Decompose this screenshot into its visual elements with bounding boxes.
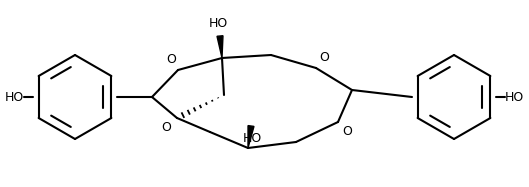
Text: HO: HO — [5, 91, 24, 103]
Text: HO: HO — [505, 91, 524, 103]
Polygon shape — [217, 36, 223, 58]
Text: O: O — [342, 125, 352, 138]
Text: HO: HO — [208, 17, 227, 30]
Text: O: O — [319, 51, 329, 64]
Text: O: O — [166, 53, 176, 66]
Text: O: O — [161, 121, 171, 134]
Polygon shape — [248, 126, 254, 148]
Text: HO: HO — [242, 132, 262, 145]
